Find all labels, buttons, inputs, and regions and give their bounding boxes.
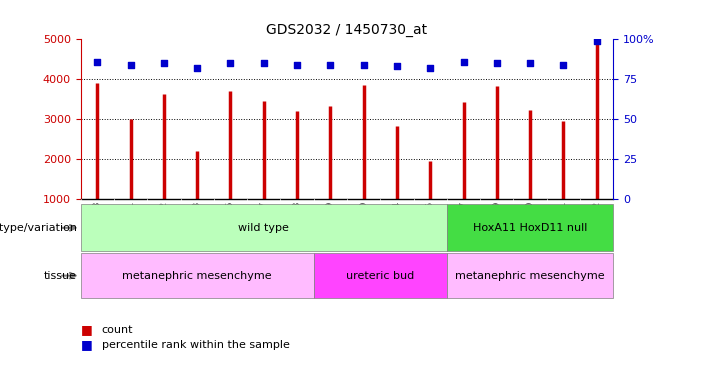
Point <box>358 62 369 68</box>
Text: wild type: wild type <box>238 223 290 233</box>
Text: percentile rank within the sample: percentile rank within the sample <box>102 340 290 350</box>
Text: GSM87686: GSM87686 <box>226 200 235 250</box>
Title: GDS2032 / 1450730_at: GDS2032 / 1450730_at <box>266 23 428 37</box>
Text: GSM87685: GSM87685 <box>426 200 435 250</box>
Text: GSM87681: GSM87681 <box>126 200 135 250</box>
Bar <box>314 253 447 298</box>
Point <box>92 58 103 64</box>
Point <box>325 62 336 68</box>
Text: GSM87691: GSM87691 <box>559 200 568 250</box>
Text: GSM87677: GSM87677 <box>459 200 468 250</box>
Text: GSM87689: GSM87689 <box>492 200 501 250</box>
Bar <box>447 253 613 298</box>
Point <box>258 60 269 66</box>
Bar <box>81 253 314 298</box>
Text: tissue: tissue <box>44 271 77 280</box>
Text: GSM87679: GSM87679 <box>326 200 335 250</box>
Text: GSM87682: GSM87682 <box>159 200 168 250</box>
Text: GSM87684: GSM87684 <box>393 200 402 250</box>
Point <box>591 38 602 44</box>
Text: GSM87678: GSM87678 <box>93 200 102 250</box>
Bar <box>447 204 613 251</box>
Text: GSM87687: GSM87687 <box>259 200 268 250</box>
Text: ureteric bud: ureteric bud <box>346 271 414 280</box>
Text: ■: ■ <box>81 339 93 351</box>
Text: metanephric mesenchyme: metanephric mesenchyme <box>456 271 605 280</box>
Text: ■: ■ <box>81 324 93 336</box>
Text: GSM87692: GSM87692 <box>592 200 601 250</box>
Point <box>191 65 203 71</box>
Text: count: count <box>102 325 133 335</box>
Point <box>391 63 402 69</box>
Point <box>425 65 436 71</box>
Point <box>558 62 569 68</box>
Point <box>292 62 303 68</box>
Text: GSM87688: GSM87688 <box>292 200 301 250</box>
Point <box>458 58 469 64</box>
Point <box>491 60 503 66</box>
Text: HoxA11 HoxD11 null: HoxA11 HoxD11 null <box>473 223 587 233</box>
Text: genotype/variation: genotype/variation <box>0 223 77 233</box>
Text: GSM87683: GSM87683 <box>193 200 202 250</box>
Text: metanephric mesenchyme: metanephric mesenchyme <box>123 271 272 280</box>
Point <box>524 60 536 66</box>
Text: GSM87690: GSM87690 <box>526 200 535 250</box>
Point <box>125 62 136 68</box>
Text: GSM87680: GSM87680 <box>359 200 368 250</box>
Point <box>158 60 170 66</box>
Point <box>225 60 236 66</box>
Bar <box>81 204 447 251</box>
